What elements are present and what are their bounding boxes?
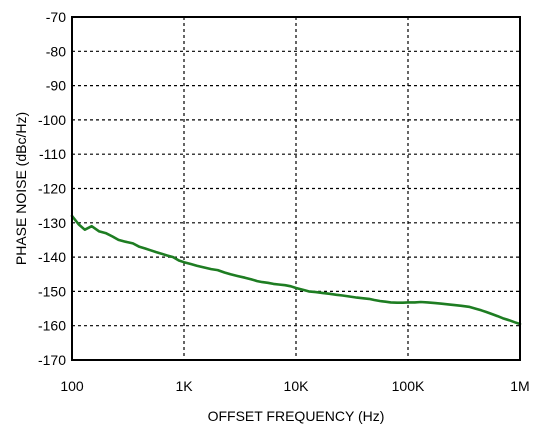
x-tick-label: 10K [284, 378, 310, 394]
data-point [362, 297, 364, 299]
data-point [356, 297, 358, 299]
data-point [335, 294, 338, 296]
data-point [117, 239, 120, 241]
data-point [166, 254, 168, 256]
data-point [124, 241, 126, 243]
data-point [155, 251, 157, 253]
data-point [256, 280, 258, 282]
data-point [236, 275, 238, 277]
x-axis-title: OFFSET FREQUENCY (Hz) [208, 408, 385, 424]
data-point [223, 271, 226, 274]
data-point [322, 292, 324, 294]
data-point [78, 223, 80, 226]
data-point [178, 259, 180, 262]
data-point [183, 261, 185, 263]
data-point [315, 291, 317, 293]
data-point [460, 305, 462, 307]
data-point [267, 282, 269, 284]
y-tick-label: -90 [46, 78, 66, 94]
data-point [278, 283, 280, 286]
data-point [98, 230, 100, 232]
data-point [138, 246, 140, 248]
y-tick-label: -80 [46, 43, 66, 59]
data-point [348, 295, 350, 298]
data-point [284, 284, 286, 286]
data-point [441, 303, 443, 305]
data-point [502, 317, 504, 319]
data-point [261, 281, 263, 283]
data-point [434, 302, 436, 304]
data-point [272, 283, 275, 285]
y-tick-label: -70 [46, 9, 66, 25]
data-point [250, 278, 252, 280]
data-point [390, 301, 392, 303]
y-tick-label: -110 [39, 146, 66, 162]
data-point [414, 301, 416, 303]
data-point [149, 249, 151, 251]
data-point [447, 303, 450, 305]
data-point [514, 321, 516, 323]
data-point [468, 306, 470, 308]
data-point [491, 313, 493, 315]
data-point [329, 293, 331, 295]
plot-frame [71, 16, 521, 361]
data-point [290, 285, 292, 287]
data-point [84, 229, 86, 231]
data-point [453, 304, 456, 306]
data-point [496, 315, 499, 317]
data-point [427, 301, 429, 303]
data-point [295, 287, 297, 289]
x-tick-label: 1K [175, 378, 193, 394]
data-point [384, 301, 387, 303]
data-point [368, 298, 370, 300]
data-point [111, 235, 114, 238]
data-point [341, 294, 344, 297]
grid-lines [72, 17, 520, 360]
x-tick-label: 100 [60, 378, 84, 394]
data-point [302, 289, 304, 291]
data-point [407, 301, 409, 303]
x-tick-label: 1M [510, 378, 529, 394]
data-point [217, 269, 219, 271]
x-tick-label: 100K [392, 378, 425, 394]
y-tick-label: -130 [38, 215, 66, 231]
data-point [244, 277, 246, 279]
data-point [396, 302, 398, 304]
y-tick-label: -170 [38, 352, 66, 368]
data-point [160, 253, 163, 255]
data-point [196, 265, 198, 267]
data-point [105, 232, 107, 234]
y-tick-label: -160 [38, 318, 66, 334]
data-point [379, 300, 381, 302]
y-tick-label: -150 [38, 283, 66, 299]
y-axis-ticks: -70 -80 -90 -100 -110 -120 -130 -140 -150 -160 -17… [38, 9, 66, 368]
data-point [402, 302, 404, 304]
data-point [474, 308, 476, 310]
data-point [229, 273, 232, 275]
data-point [190, 263, 192, 265]
y-tick-label: -120 [38, 181, 66, 197]
y-tick-label: -140 [38, 249, 66, 265]
data-point [485, 311, 487, 313]
data-point [308, 290, 310, 292]
data-point [172, 256, 174, 258]
data-point [91, 225, 93, 227]
data-point [144, 247, 146, 250]
y-axis-title: PHASE NOISE (dBc/Hz) [13, 112, 29, 265]
data-point [508, 319, 510, 321]
x-axis-ticks: 100 1K 10K 100K 1M [60, 378, 529, 394]
data-point [210, 268, 212, 270]
plot-area [70, 214, 522, 326]
data-point [203, 266, 205, 268]
y-tick-label: -100 [38, 112, 66, 128]
data-point [373, 299, 375, 301]
data-point [480, 309, 482, 311]
data-point [420, 301, 422, 303]
data-point [132, 242, 134, 244]
